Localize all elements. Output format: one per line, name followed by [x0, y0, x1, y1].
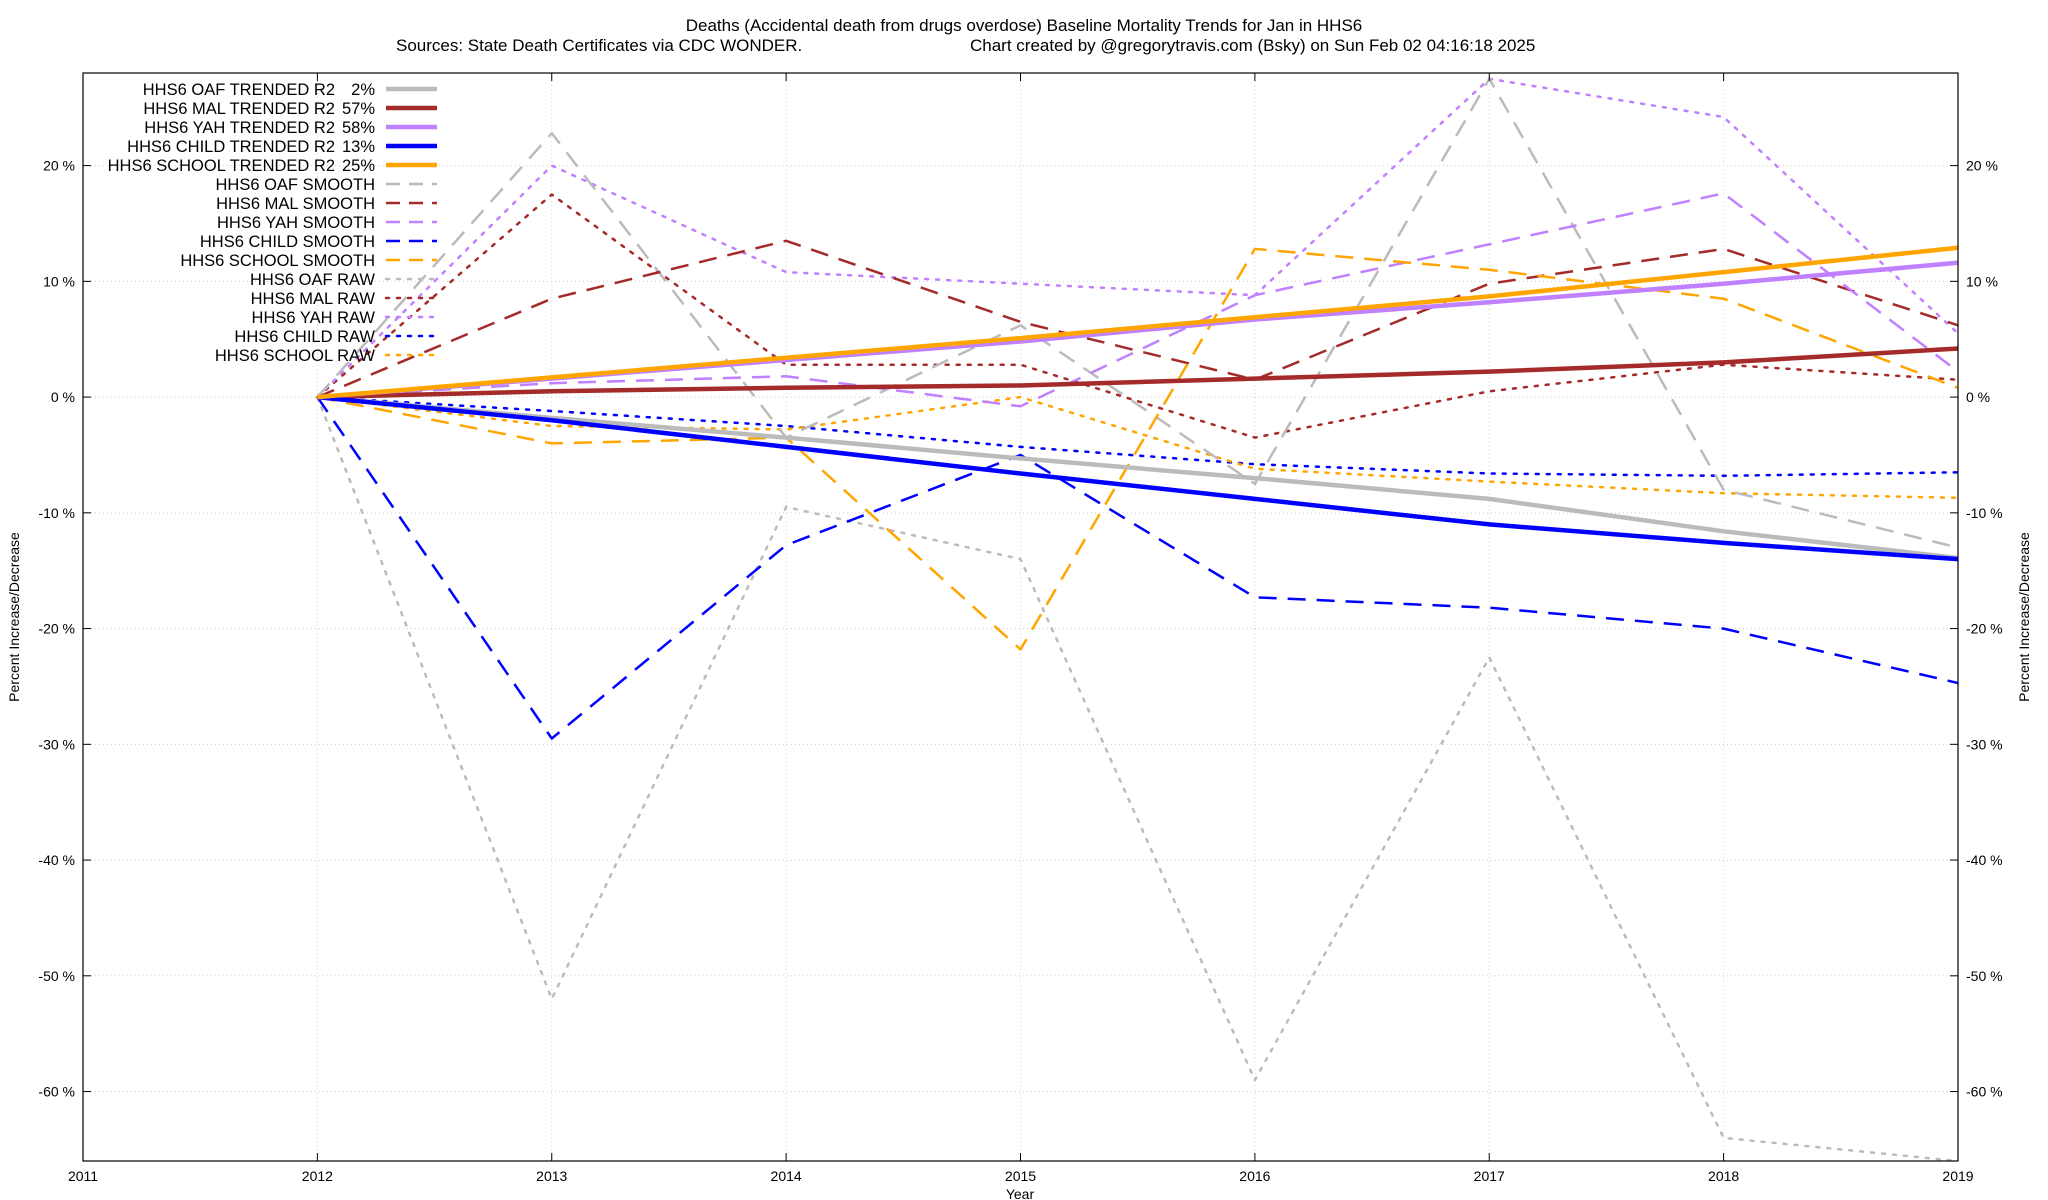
legend-entry: HHS6 OAF RAW	[250, 271, 439, 289]
chart-title: Deaths (Accidental death from drugs over…	[686, 16, 1363, 35]
y-tick-label: -60 %	[38, 1084, 75, 1100]
legend-entry: HHS6 SCHOOL RAW	[215, 347, 439, 365]
x-tick-label: 2013	[536, 1168, 567, 1184]
legend-label: HHS6 OAF SMOOTH	[215, 176, 375, 194]
legend-r2: 13%	[342, 138, 375, 156]
series-line-hhs6-yah-raw	[316, 77, 1958, 399]
legend-entry: HHS6 CHILD RAW	[234, 328, 439, 346]
x-axis-label: Year	[1006, 1186, 1035, 1200]
x-tick-label: 2019	[1942, 1168, 1973, 1184]
legend-label: HHS6 OAF TRENDED R2	[143, 81, 335, 99]
x-tick-label: 2014	[771, 1168, 802, 1184]
series-line-hhs6-oaf-raw	[316, 395, 1958, 1161]
legend-label: HHS6 SCHOOL TRENDED R2	[108, 157, 335, 175]
legend-label: HHS6 CHILD RAW	[234, 328, 375, 346]
legend-entry: HHS6 CHILD TRENDED R2 13%	[127, 138, 437, 156]
x-tick-label: 2018	[1708, 1168, 1739, 1184]
series-line-hhs6-child-smooth	[316, 396, 1958, 740]
legend-entry: HHS6 YAH TRENDED R2 58%	[144, 119, 437, 137]
chart-credit: Chart created by @gregorytravis.com (Bsk…	[970, 36, 1535, 55]
series-line-hhs6-mal-raw	[316, 193, 1958, 439]
legend-label: HHS6 CHILD TRENDED R2	[127, 138, 335, 156]
series-line-hhs6-child-raw	[316, 395, 1958, 478]
legend-label: HHS6 MAL TRENDED R2	[143, 100, 335, 118]
legend-entry: HHS6 YAH SMOOTH	[217, 214, 437, 232]
legend-r2: 57%	[342, 100, 375, 118]
y-tick-label: 0 %	[51, 389, 75, 405]
legend-label: HHS6 OAF RAW	[250, 271, 375, 289]
legend-entry: HHS6 YAH RAW	[252, 309, 439, 327]
y-tick-label-right: 20 %	[1966, 158, 1998, 174]
y-tick-label: 10 %	[43, 273, 75, 289]
series-line-hhs6-yah-smooth	[317, 192, 1958, 408]
legend-label: HHS6 SCHOOL SMOOTH	[180, 252, 375, 270]
legend-entry: HHS6 OAF TRENDED R2 2%	[143, 81, 437, 99]
y-tick-label-right: -60 %	[1966, 1084, 2003, 1100]
legend-entry: HHS6 SCHOOL SMOOTH	[180, 252, 437, 270]
legend-r2: 2%	[351, 81, 375, 99]
series-line-hhs6-school-smooth	[317, 247, 1958, 651]
ticks: 2011 2012 2013 2014 2015 2016 2017 2018 2019 20 %…	[38, 73, 2003, 1184]
y-tick-label-right: 10 %	[1966, 273, 1998, 289]
y-tick-label-right: -40 %	[1966, 852, 2003, 868]
x-tick-label: 2017	[1474, 1168, 1505, 1184]
legend-label: HHS6 YAH SMOOTH	[217, 214, 375, 232]
y-tick-label: 20 %	[43, 158, 75, 174]
legend-entry: HHS6 MAL RAW	[251, 290, 439, 308]
y-tick-label-right: -20 %	[1966, 621, 2003, 637]
legend-label: HHS6 SCHOOL RAW	[215, 347, 376, 365]
series-line-hhs6-school-trended-r2	[317, 245, 1958, 400]
series-line-hhs6-mal-trended-r2	[317, 346, 1958, 400]
legend-label: HHS6 MAL SMOOTH	[216, 195, 375, 213]
chart-source: Sources: State Death Certificates via CD…	[396, 36, 802, 55]
y-tick-label-right: -30 %	[1966, 736, 2003, 752]
y-tick-label-right: -10 %	[1966, 505, 2003, 521]
x-tick-label: 2016	[1239, 1168, 1270, 1184]
legend-entry: HHS6 SCHOOL TRENDED R2 25%	[108, 157, 437, 175]
x-tick-label: 2012	[302, 1168, 333, 1184]
legend-r2: 58%	[342, 119, 375, 137]
x-tick-label: 2015	[1005, 1168, 1036, 1184]
legend-entry: HHS6 OAF SMOOTH	[215, 176, 437, 194]
y-tick-label: -50 %	[38, 968, 75, 984]
y-tick-label: -20 %	[38, 621, 75, 637]
legend-r2: 25%	[342, 157, 375, 175]
y-tick-label: -10 %	[38, 505, 75, 521]
series-line-hhs6-oaf-smooth	[316, 77, 1958, 549]
y-tick-label: -30 %	[38, 736, 75, 752]
legend-label: HHS6 MAL RAW	[251, 290, 376, 308]
series-line-hhs6-mal-smooth	[316, 239, 1958, 399]
legend-entry: HHS6 MAL SMOOTH	[216, 195, 437, 213]
legend-label: HHS6 YAH RAW	[252, 309, 376, 327]
y-axis-label: Percent Increase/Decrease	[6, 532, 22, 702]
series-line-hhs6-oaf-trended-r2	[317, 394, 1958, 561]
legend-label: HHS6 CHILD SMOOTH	[200, 233, 375, 251]
series-line-hhs6-child-trended-r2	[317, 394, 1958, 562]
y-tick-label-right: -50 %	[1966, 968, 2003, 984]
series-layer	[316, 77, 1958, 1161]
y-tick-label-right: 0 %	[1966, 389, 1990, 405]
x-tick-label: 2011	[68, 1168, 98, 1184]
legend-entry: HHS6 CHILD SMOOTH	[200, 233, 437, 251]
y-tick-label: -40 %	[38, 852, 75, 868]
legend: HHS6 OAF TRENDED R2 2%HHS6 MAL TRENDED R2…	[108, 81, 439, 365]
legend-label: HHS6 YAH TRENDED R2	[144, 119, 335, 137]
legend-entry: HHS6 MAL TRENDED R2 57%	[143, 100, 437, 118]
y-axis-label-right: Percent Increase/Decrease	[2016, 532, 2032, 702]
